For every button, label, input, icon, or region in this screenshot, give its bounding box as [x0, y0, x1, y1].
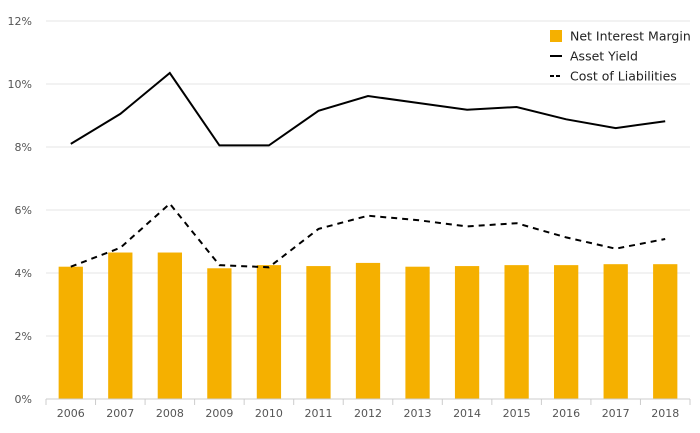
- y-tick-label: 10%: [8, 78, 32, 91]
- x-tick-label: 2015: [503, 407, 531, 420]
- legend-swatch-bar: [550, 30, 562, 42]
- bar-net-interest-margin: [504, 265, 529, 399]
- legend-item: Net Interest Margin: [550, 29, 691, 44]
- bars-net-interest-margin: [58, 252, 678, 399]
- bar-net-interest-margin: [355, 262, 381, 399]
- x-tick-label: 2017: [602, 407, 630, 420]
- bar-net-interest-margin: [157, 252, 182, 399]
- y-tick-label: 4%: [15, 267, 32, 280]
- x-tick-label: 2018: [651, 407, 679, 420]
- bar-net-interest-margin: [207, 268, 232, 399]
- x-tick-label: 2011: [304, 407, 332, 420]
- bar-net-interest-margin: [306, 266, 331, 399]
- bar-net-interest-margin: [554, 265, 579, 399]
- x-tick-label: 2012: [354, 407, 382, 420]
- gridlines: [46, 20, 690, 337]
- bar-net-interest-margin: [405, 266, 430, 399]
- bar-net-interest-margin: [108, 252, 133, 399]
- bar-net-interest-margin: [58, 266, 83, 399]
- lines: [70, 71, 666, 269]
- y-tick-label: 6%: [15, 204, 32, 217]
- axes: 0% 2% 4% 6% 8% 10% 12% 2006 2007 2008 2009 2010 2011…: [8, 15, 691, 420]
- y-tick-label: 12%: [8, 15, 32, 28]
- bar-net-interest-margin: [454, 266, 480, 399]
- line-asset-yield: [70, 71, 666, 147]
- bar-net-interest-margin: [653, 264, 678, 399]
- x-tick-label: 2016: [552, 407, 580, 420]
- x-tick-label: 2010: [255, 407, 283, 420]
- bar-net-interest-margin: [256, 265, 282, 399]
- y-tick-label: 8%: [15, 141, 32, 154]
- x-tick-label: 2006: [57, 407, 85, 420]
- x-tick-label: 2008: [156, 407, 184, 420]
- y-tick-label: 2%: [15, 330, 32, 343]
- line-cost-of-liabilities: [70, 202, 666, 269]
- legend-label: Cost of Liabilities: [570, 69, 677, 84]
- legend-label: Asset Yield: [570, 49, 638, 64]
- y-tick-label: 0%: [15, 393, 32, 406]
- x-tick-label: 2014: [453, 407, 481, 420]
- x-tick-label: 2007: [106, 407, 134, 420]
- legend-item: Asset Yield: [550, 49, 638, 64]
- bar-net-interest-margin: [603, 264, 628, 399]
- legend-item: Cost of Liabilities: [550, 69, 677, 84]
- x-tick-label: 2009: [205, 407, 233, 420]
- legend: Net Interest Margin Asset Yield Cost of Li…: [550, 29, 691, 84]
- x-tick-label: 2013: [404, 407, 432, 420]
- legend-label: Net Interest Margin: [570, 29, 691, 44]
